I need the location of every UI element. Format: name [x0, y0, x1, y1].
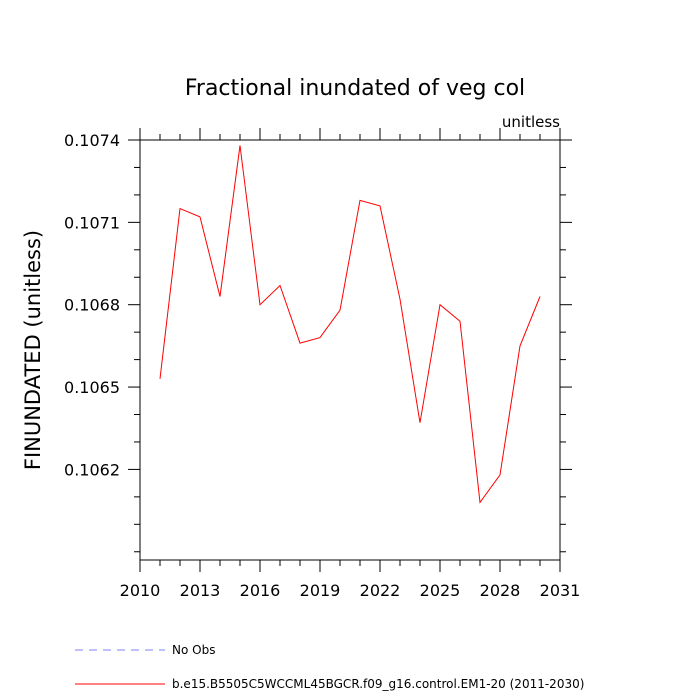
y-tick-label: 0.1071 [64, 213, 120, 232]
data-series [159, 145, 541, 504]
series-line [159, 145, 541, 504]
axis-tick-labels: 2010 2013 2016 2019 2022 2025 2028 2031 0.1062 0.… [64, 131, 580, 600]
axis-ticks [128, 128, 572, 572]
y-tick-label: 0.1068 [64, 296, 120, 315]
x-tick-label: 2019 [300, 581, 341, 600]
units-label: unitless [502, 113, 560, 131]
x-tick-label: 2013 [180, 581, 221, 600]
legend-label: b.e15.B5505C5WCCML45BGCR.f09_g16.control… [172, 677, 584, 691]
x-tick-label: 2022 [360, 581, 401, 600]
plot-frame [139, 139, 561, 561]
legend-label: No Obs [172, 643, 215, 657]
x-tick-label: 2016 [240, 581, 281, 600]
y-axis-label: FINUNDATED (unitless) [21, 230, 45, 470]
x-tick-label: 2031 [540, 581, 581, 600]
y-tick-label: 0.1065 [64, 378, 120, 397]
legend: No Obs b.e15.B5505C5WCCML45BGCR.f09_g16.c… [75, 643, 584, 691]
y-tick-label: 0.1074 [64, 131, 120, 150]
chart-title: Fractional inundated of veg col [185, 76, 525, 101]
x-tick-label: 2025 [420, 581, 461, 600]
x-tick-label: 2028 [480, 581, 521, 600]
y-tick-label: 0.1062 [64, 460, 120, 479]
x-tick-label: 2010 [120, 581, 161, 600]
